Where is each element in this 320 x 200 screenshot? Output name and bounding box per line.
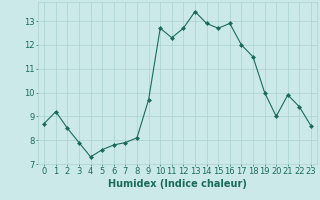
X-axis label: Humidex (Indice chaleur): Humidex (Indice chaleur) xyxy=(108,179,247,189)
